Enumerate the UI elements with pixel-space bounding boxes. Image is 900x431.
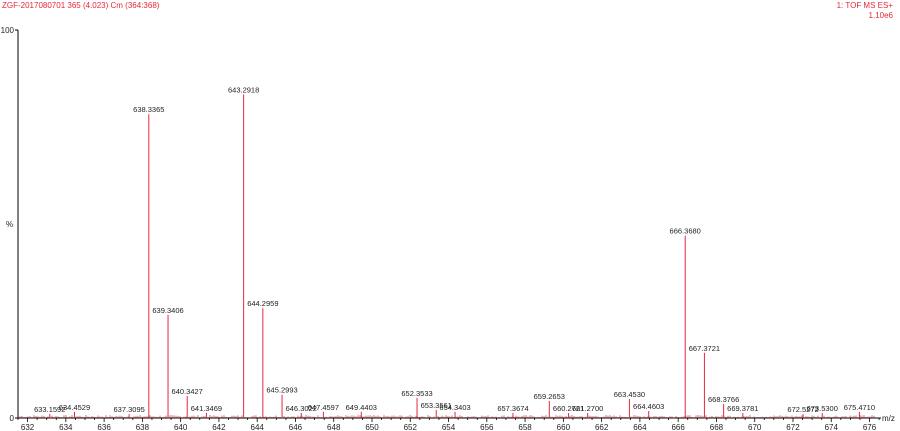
peak-label: 654.3403 <box>439 403 470 412</box>
peak-label: 647.4597 <box>308 403 339 412</box>
peak-label: 661.2700 <box>572 404 603 413</box>
peak-label: 653.3561 <box>421 401 452 410</box>
peak-label: 672.5272 <box>787 405 818 414</box>
x-tick-label: 632 <box>21 423 35 431</box>
x-tick-label: 674 <box>825 423 839 431</box>
peak-label: 649.4403 <box>346 403 377 412</box>
x-tick-label: 642 <box>212 423 226 431</box>
x-tick-label: 672 <box>786 423 800 431</box>
peak-label: 669.3781 <box>727 404 758 413</box>
x-tick-label: 634 <box>59 423 73 431</box>
x-tick-label: 656 <box>480 423 494 431</box>
x-tick-label: 652 <box>404 423 418 431</box>
x-tick-label: 662 <box>595 423 609 431</box>
peak-label: 633.1592 <box>34 405 65 414</box>
peak-label: 643.2918 <box>228 85 259 94</box>
x-tick-label: 668 <box>710 423 724 431</box>
peak-label: 634.4529 <box>59 403 90 412</box>
peak-label: 645.2993 <box>266 386 297 395</box>
peak-label: 666.3680 <box>670 227 701 236</box>
y-axis-label: % <box>6 220 13 229</box>
peak-label: 663.4530 <box>614 390 645 399</box>
peak-label: 660.2721 <box>553 404 584 413</box>
x-tick-label: 646 <box>289 423 303 431</box>
x-tick-label: 666 <box>671 423 685 431</box>
x-tick-label: 640 <box>174 423 188 431</box>
x-tick-label: 644 <box>251 423 265 431</box>
peak-label: 673.5300 <box>807 404 838 413</box>
x-tick-label: 636 <box>97 423 111 431</box>
peak-label: 657.3674 <box>497 404 528 413</box>
y-tick-label: 100 <box>1 26 15 35</box>
peak-label: 637.3095 <box>114 405 145 414</box>
x-tick-label: 670 <box>748 423 762 431</box>
peak-label: 668.3766 <box>708 395 739 404</box>
peak-label: 659.2653 <box>534 392 565 401</box>
y-tick-label: 0 <box>10 414 15 423</box>
peak-label: 640.3427 <box>172 387 203 396</box>
x-tick-label: 638 <box>136 423 150 431</box>
peak-label: 652.3533 <box>401 389 432 398</box>
peak-label: 646.3022 <box>286 404 317 413</box>
peak-label: 644.2959 <box>247 299 278 308</box>
spectrum-function-header: 1: TOF MS ES+ 1.10e6 <box>837 1 893 21</box>
peak-label: 639.3406 <box>152 306 183 315</box>
x-tick-label: 648 <box>327 423 341 431</box>
x-tick-label: 658 <box>518 423 532 431</box>
peak-label: 641.3469 <box>191 404 222 413</box>
baseline-noise <box>19 415 875 418</box>
peak-label: 664.4603 <box>633 402 664 411</box>
peak-label: 667.3721 <box>689 344 720 353</box>
x-tick-label: 664 <box>633 423 647 431</box>
base-peak-intensity: 1.10e6 <box>868 11 893 20</box>
spectrum-sample-header: ZGF-2017080701 365 (4.023) Cm (364:368) <box>2 1 160 10</box>
x-tick-label: 650 <box>365 423 379 431</box>
x-axis-label: m/z <box>882 414 895 423</box>
peak-label: 638.3365 <box>133 105 164 114</box>
acquisition-function: 1: TOF MS ES+ <box>836 1 893 10</box>
x-tick-label: 660 <box>557 423 571 431</box>
x-tick-label: 676 <box>863 423 877 431</box>
x-tick-label: 654 <box>442 423 456 431</box>
peak-label: 675.4710 <box>844 403 875 412</box>
